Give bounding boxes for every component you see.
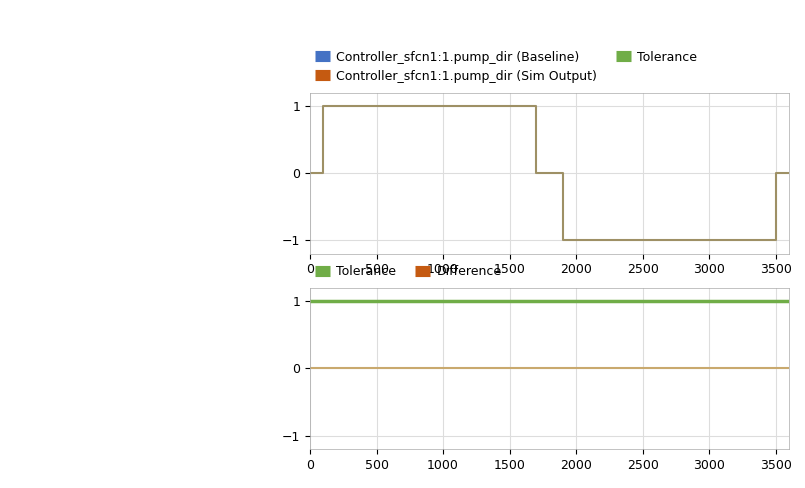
Legend: Tolerance, Difference: Tolerance, Difference <box>310 260 506 283</box>
Legend: Controller_sfcn1:1.pump_dir (Baseline), Controller_sfcn1:1.pump_dir (Sim Output): Controller_sfcn1:1.pump_dir (Baseline), … <box>310 45 702 88</box>
